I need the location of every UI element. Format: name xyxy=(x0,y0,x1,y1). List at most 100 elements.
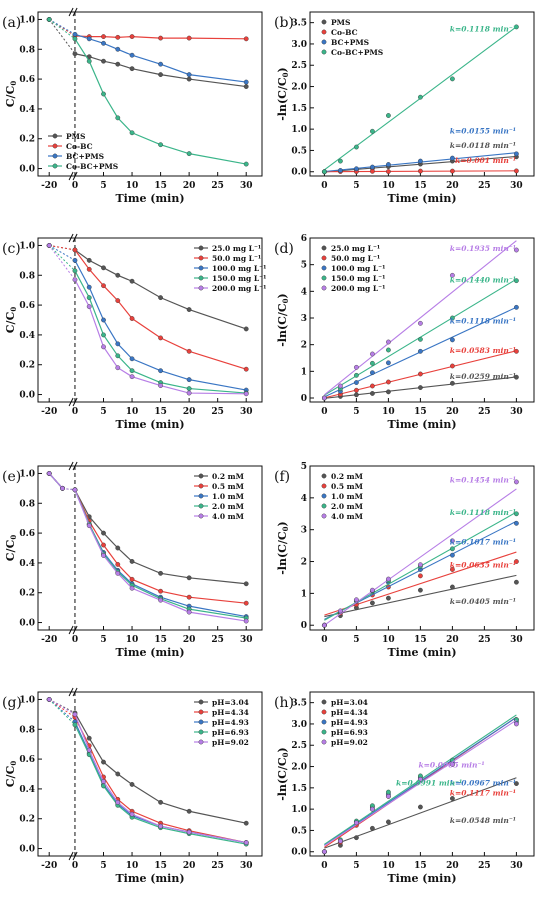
legend-swatch-marker xyxy=(321,29,327,35)
data-point xyxy=(115,799,121,805)
legend-item: pH=6.93 xyxy=(321,728,368,737)
y-tick-label: 4 xyxy=(301,494,307,504)
plot-frame xyxy=(37,465,263,631)
x-axis-label: Time (min) xyxy=(115,872,184,885)
y-tick-label: 0.0 xyxy=(19,165,35,175)
x-tick-label: 25 xyxy=(211,181,224,191)
y-tick-label: 0.0 xyxy=(19,619,35,629)
data-point xyxy=(243,161,249,167)
legend-swatch-marker xyxy=(198,719,204,725)
data-point xyxy=(385,169,391,174)
data-point xyxy=(449,76,455,82)
legend-label: BC+PMS xyxy=(331,38,369,47)
data-point xyxy=(101,34,106,39)
legend-item: pH=9.02 xyxy=(321,738,368,747)
chart-panel-d: 0 1 2 3 4 5 6 0 5 10 15 20 25 30 25.0 mg L⁻¹50.0 mg L⁻… xyxy=(274,234,535,431)
data-point xyxy=(46,243,52,248)
x-tick-label: 0 xyxy=(321,861,327,871)
y-tick-label: 3.5 xyxy=(291,19,307,29)
data-point xyxy=(449,315,455,321)
data-point xyxy=(514,374,519,380)
data-point xyxy=(158,335,163,341)
x-tick-label: -20 xyxy=(41,635,57,645)
legend-item: pH=3.04 xyxy=(321,698,368,707)
y-tick-label: 0.0 xyxy=(291,168,307,178)
data-point xyxy=(60,485,65,491)
y-tick-label: 2.0 xyxy=(291,763,307,773)
data-point xyxy=(369,600,375,606)
y-tick-label: 1 xyxy=(301,367,307,377)
x-tick-label: 20 xyxy=(183,181,196,191)
legend-label: 25.0 mg L⁻¹ xyxy=(331,244,380,253)
data-point xyxy=(115,34,121,40)
legend-label: 0.5 mM xyxy=(212,482,244,491)
data-point xyxy=(243,84,249,89)
legend-label: 25.0 mg L⁻¹ xyxy=(212,244,261,253)
data-point xyxy=(449,762,455,767)
data-point xyxy=(417,320,423,326)
y-tick-label: 3.0 xyxy=(291,720,307,730)
data-point xyxy=(385,113,391,118)
legend-item: 25.0 mg L⁻¹ xyxy=(194,244,261,253)
data-point xyxy=(158,35,163,41)
series-line-break xyxy=(48,19,76,55)
plot-frame xyxy=(309,465,535,631)
series-3 xyxy=(321,24,519,175)
data-point xyxy=(186,151,192,157)
legend-item: pH=9.02 xyxy=(194,738,249,747)
y-tick-label: 0.8 xyxy=(19,725,35,735)
data-point xyxy=(385,576,391,582)
x-tick-label: 0 xyxy=(321,181,327,191)
plot-frame xyxy=(309,237,535,403)
x-tick-label: 25 xyxy=(211,407,224,417)
data-point xyxy=(337,383,343,389)
y-tick-label: 0.6 xyxy=(19,75,35,85)
series-line xyxy=(74,53,247,88)
series-line xyxy=(74,279,247,395)
data-point xyxy=(353,387,359,393)
x-tick-label: 10 xyxy=(126,181,139,191)
legend-item: Co-BC xyxy=(321,28,358,37)
legend-swatch-marker xyxy=(198,709,204,715)
data-point xyxy=(514,479,519,485)
legend-item: BC+PMS xyxy=(321,38,369,47)
legend-swatch-marker xyxy=(198,483,204,489)
legend-swatch-marker xyxy=(321,483,327,489)
data-point xyxy=(186,72,192,78)
data-point xyxy=(417,158,423,164)
legend-label: 1.0 mM xyxy=(331,492,363,501)
data-point xyxy=(353,372,359,378)
chart-panel-h: 0.0 0.5 1.0 1.5 2.0 2.5 3.0 3.5 0 5 10 15 20 25 30 pH=3… xyxy=(274,691,535,885)
data-point xyxy=(243,326,249,332)
x-tick-label: 20 xyxy=(446,407,459,417)
rate-constant-label: k=0.1118 min⁻¹ xyxy=(450,25,516,34)
legend-item: 4.0 mM xyxy=(321,512,363,521)
data-point xyxy=(186,594,192,600)
data-point xyxy=(86,295,92,301)
legend-label: Co-BC xyxy=(331,28,358,37)
plot-frame xyxy=(37,11,263,177)
legend-label: pH=9.02 xyxy=(212,738,249,747)
axis-break-mark xyxy=(72,171,78,181)
data-point xyxy=(449,363,455,369)
data-point xyxy=(101,283,106,289)
y-tick-label: 0.5 xyxy=(291,146,307,156)
legend-item: 1.0 mM xyxy=(321,492,363,501)
y-tick-label: 0.4 xyxy=(19,785,35,795)
data-point xyxy=(369,370,375,376)
data-point xyxy=(243,79,249,85)
x-tick-label: 20 xyxy=(446,181,459,191)
series-4 xyxy=(321,719,519,855)
data-point xyxy=(385,793,391,799)
axis-break-mark xyxy=(68,171,74,181)
legend-label: 0.2 mM xyxy=(331,472,363,481)
legend-label: PMS xyxy=(66,132,85,141)
legend-swatch-marker xyxy=(52,143,58,149)
data-point xyxy=(353,380,359,385)
legend-item: pH=4.34 xyxy=(194,708,249,717)
series-line-break xyxy=(49,244,76,251)
data-point xyxy=(243,36,249,42)
x-tick-label: 10 xyxy=(382,635,395,645)
legend-swatch-marker xyxy=(198,473,204,479)
